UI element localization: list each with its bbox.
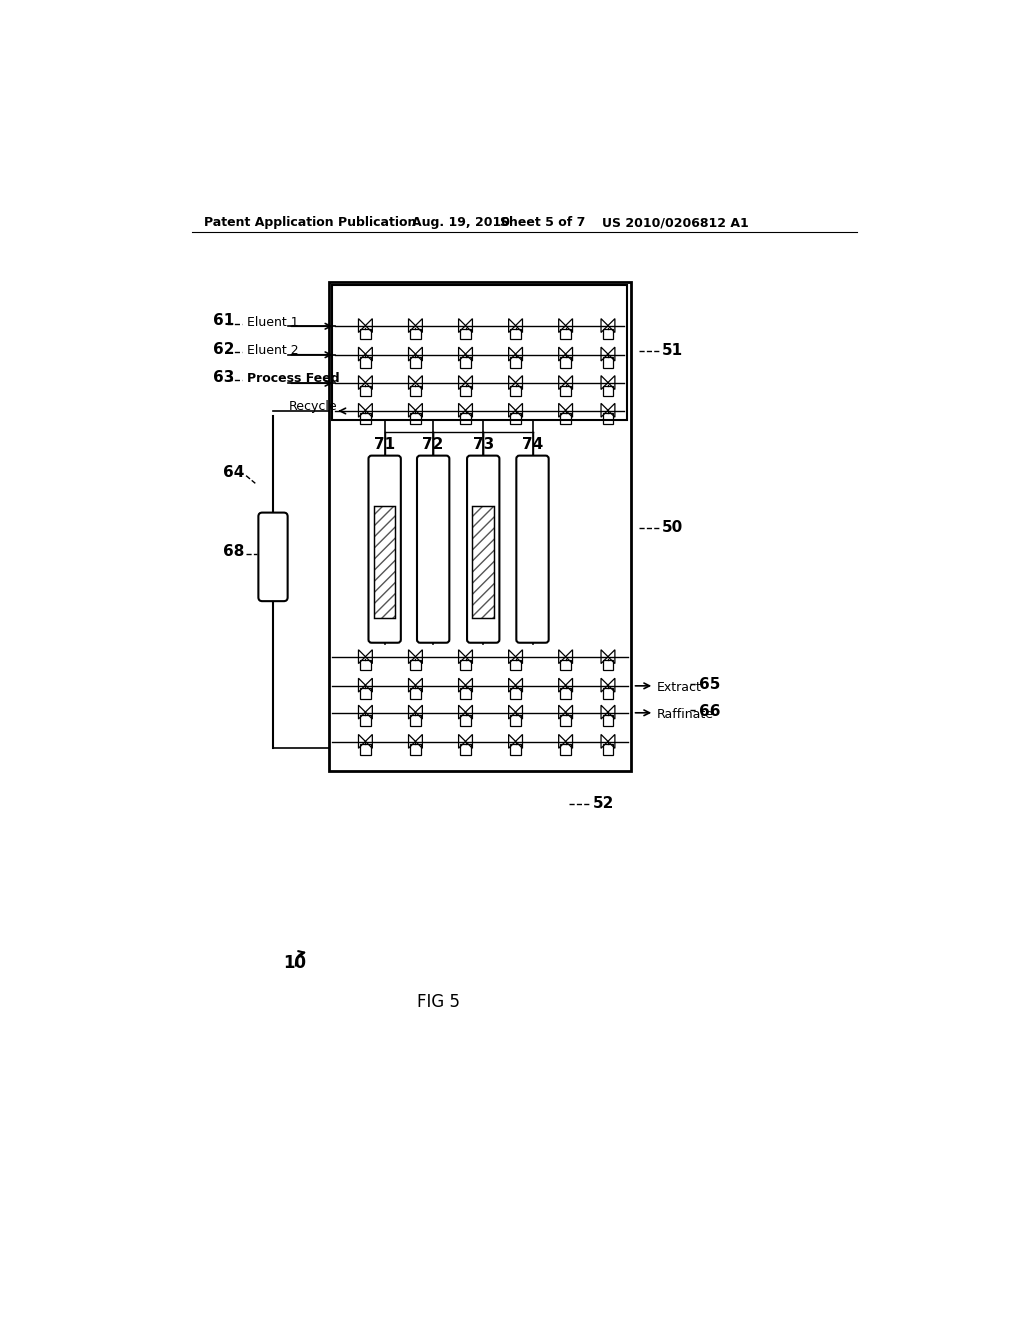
Bar xyxy=(603,358,613,367)
Bar xyxy=(461,715,471,726)
Text: 65: 65 xyxy=(698,677,720,692)
Text: FIG 5: FIG 5 xyxy=(417,993,460,1011)
Bar xyxy=(411,358,421,367)
FancyBboxPatch shape xyxy=(516,455,549,643)
Bar xyxy=(603,744,613,755)
Text: 62: 62 xyxy=(213,342,234,356)
FancyBboxPatch shape xyxy=(467,455,500,643)
Text: Aug. 19, 2010: Aug. 19, 2010 xyxy=(412,216,510,230)
Bar xyxy=(510,358,521,367)
Bar xyxy=(461,413,471,424)
Bar xyxy=(560,385,570,396)
Text: Eluent 1: Eluent 1 xyxy=(247,315,298,329)
Text: 71: 71 xyxy=(374,437,395,453)
Bar xyxy=(472,506,494,618)
Text: Eluent 2: Eluent 2 xyxy=(247,345,298,358)
Bar xyxy=(330,281,631,771)
Bar xyxy=(360,744,371,755)
Bar xyxy=(560,744,570,755)
Text: Sheet 5 of 7: Sheet 5 of 7 xyxy=(500,216,586,230)
Bar xyxy=(461,688,471,698)
Bar xyxy=(411,385,421,396)
Bar xyxy=(411,715,421,726)
Text: 52: 52 xyxy=(593,796,614,812)
Text: Extract: Extract xyxy=(656,681,701,694)
Bar xyxy=(360,358,371,367)
Text: 74: 74 xyxy=(522,437,543,453)
Bar xyxy=(510,385,521,396)
Text: 64: 64 xyxy=(223,465,245,480)
Text: 66: 66 xyxy=(698,704,720,719)
Bar xyxy=(560,660,570,671)
Bar xyxy=(360,715,371,726)
Bar xyxy=(510,329,521,339)
Text: 73: 73 xyxy=(473,437,494,453)
Text: Raffinate: Raffinate xyxy=(656,708,714,721)
Bar xyxy=(374,506,395,618)
Text: 50: 50 xyxy=(662,520,683,536)
Bar xyxy=(374,506,395,618)
Text: Patent Application Publication: Patent Application Publication xyxy=(204,216,416,230)
Bar xyxy=(603,660,613,671)
FancyBboxPatch shape xyxy=(417,455,450,643)
Text: Process Feed: Process Feed xyxy=(247,372,339,385)
Bar xyxy=(333,285,628,420)
Bar xyxy=(560,329,570,339)
Bar xyxy=(360,413,371,424)
Bar xyxy=(461,329,471,339)
Bar xyxy=(411,329,421,339)
Bar xyxy=(411,744,421,755)
Bar xyxy=(603,715,613,726)
FancyBboxPatch shape xyxy=(258,512,288,601)
Bar xyxy=(603,329,613,339)
Text: 72: 72 xyxy=(423,437,443,453)
Bar xyxy=(360,385,371,396)
Bar xyxy=(603,385,613,396)
Bar xyxy=(461,385,471,396)
Text: 68: 68 xyxy=(223,544,245,558)
Bar xyxy=(560,688,570,698)
Bar xyxy=(510,688,521,698)
Bar xyxy=(510,715,521,726)
Bar xyxy=(560,715,570,726)
Bar xyxy=(510,413,521,424)
Bar xyxy=(461,744,471,755)
Bar xyxy=(360,688,371,698)
Text: US 2010/0206812 A1: US 2010/0206812 A1 xyxy=(602,216,749,230)
Bar xyxy=(560,413,570,424)
Bar xyxy=(360,660,371,671)
Bar xyxy=(360,329,371,339)
Bar xyxy=(461,358,471,367)
Bar xyxy=(560,358,570,367)
Text: Recycle: Recycle xyxy=(289,400,337,413)
Text: 51: 51 xyxy=(662,343,683,359)
Bar xyxy=(603,413,613,424)
Text: 61: 61 xyxy=(213,313,234,327)
FancyBboxPatch shape xyxy=(369,455,400,643)
Text: 10: 10 xyxy=(283,954,306,972)
Bar xyxy=(603,688,613,698)
Text: 63: 63 xyxy=(213,370,234,384)
Bar xyxy=(510,660,521,671)
Bar xyxy=(411,688,421,698)
Bar xyxy=(411,660,421,671)
Bar xyxy=(510,744,521,755)
Bar xyxy=(411,413,421,424)
Bar xyxy=(472,506,494,618)
Bar xyxy=(461,660,471,671)
